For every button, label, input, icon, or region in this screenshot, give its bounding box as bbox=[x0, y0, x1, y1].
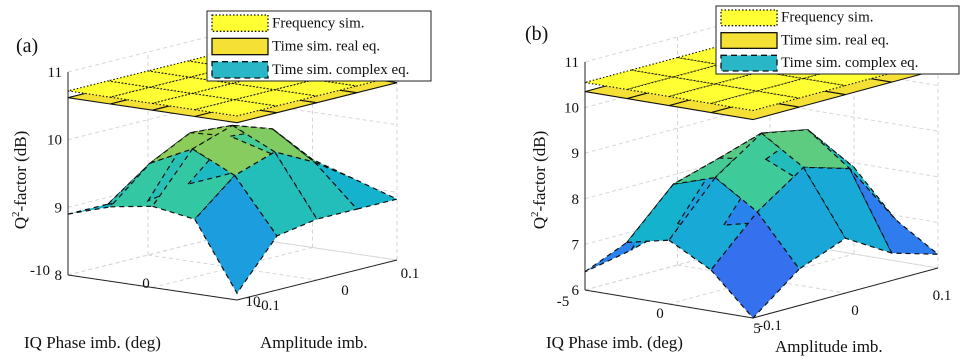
z-label-base: Q bbox=[530, 217, 549, 229]
z-tick-label: 11 bbox=[48, 65, 62, 81]
legend-swatch bbox=[211, 14, 269, 32]
y-tick-label: 0 bbox=[341, 283, 349, 299]
legend-entry: Frequency sim. bbox=[272, 15, 364, 31]
x-axis-line bbox=[67, 274, 238, 301]
plane-patch bbox=[234, 89, 318, 107]
plane-patch bbox=[110, 86, 193, 104]
y-axis-line bbox=[236, 259, 398, 301]
y-tick-label: -0.1 bbox=[758, 318, 782, 334]
plane-patch bbox=[668, 83, 758, 105]
legend-entry: Time sim. real eq. bbox=[781, 32, 889, 48]
surface-patch bbox=[802, 166, 893, 255]
surface-patch bbox=[314, 161, 399, 210]
surface-time-complex bbox=[584, 128, 940, 319]
z-axis-label: Q2-factor (dB) bbox=[10, 131, 30, 230]
x-tick-label: 5 bbox=[753, 321, 761, 337]
plane-patch bbox=[631, 56, 720, 78]
surface-patch bbox=[191, 124, 276, 177]
surface-patch bbox=[710, 210, 801, 319]
x-axis-label: IQ Phase imb. (deg) bbox=[24, 333, 161, 352]
legend-swatch bbox=[720, 54, 778, 72]
surface-patch bbox=[668, 176, 759, 271]
z-tick-label: 10 bbox=[564, 101, 579, 117]
legend-swatch bbox=[211, 61, 269, 79]
z-tick-label: 11 bbox=[565, 55, 579, 71]
z-tick-label: 8 bbox=[55, 268, 63, 284]
z-tick-label: 8 bbox=[572, 192, 580, 208]
z-tick-label: 7 bbox=[572, 237, 580, 253]
plane-patch bbox=[757, 77, 846, 99]
z-label-rest: -factor (dB) bbox=[11, 131, 30, 212]
plane-patch bbox=[67, 80, 151, 98]
plane-patch bbox=[192, 82, 275, 101]
z-axis-label: Q2-factor (dB) bbox=[529, 131, 549, 230]
z-tick-label: 10 bbox=[47, 133, 62, 149]
plane-patch bbox=[194, 99, 278, 117]
z-label-sup: 2 bbox=[10, 211, 22, 217]
legend-entry: Frequency sim. bbox=[781, 10, 873, 26]
x-tick-label: 0 bbox=[142, 276, 150, 292]
plane-patch bbox=[710, 90, 800, 112]
y-tick-label: 0.1 bbox=[401, 266, 420, 282]
gridline-floor-x bbox=[584, 239, 771, 291]
legend-swatch bbox=[720, 32, 778, 49]
surface-patch bbox=[849, 168, 940, 255]
legend-entry: Time sim. complex eq. bbox=[272, 62, 409, 78]
surface-patch bbox=[584, 183, 674, 273]
plane-patch bbox=[715, 70, 804, 92]
y-tick-label: 0.1 bbox=[933, 288, 952, 304]
axes-lines bbox=[67, 259, 398, 301]
legend: Frequency sim. Time sim. real eq. Time sim… bbox=[206, 10, 432, 82]
x-axis-line bbox=[584, 289, 754, 319]
x-tick-label: -5 bbox=[557, 294, 570, 310]
plane-patch bbox=[274, 79, 358, 97]
surface-time-complex bbox=[67, 124, 399, 295]
axes-lines bbox=[584, 267, 939, 319]
legend-entry: Time sim. real eq. bbox=[272, 39, 380, 55]
gridline-floor-x bbox=[668, 253, 855, 305]
panel-b: 6 7 8 9 10 11 -5 0 5-0.1 0 0.1 IQ Phase imb. (deg) A… bbox=[525, 5, 960, 356]
x-axis-label: IQ Phase imb. (deg) bbox=[546, 333, 683, 352]
panel-label: (a) bbox=[16, 35, 38, 57]
legend: Frequency sim. Time sim. real eq. Time sim… bbox=[715, 5, 960, 75]
y-axis-line bbox=[752, 267, 939, 319]
z-tick-label: 9 bbox=[55, 200, 63, 216]
z-label-base: Q bbox=[11, 217, 30, 229]
y-axis-label: Amplitude imb. bbox=[260, 333, 368, 352]
legend-swatch bbox=[211, 37, 269, 56]
legend-swatch bbox=[720, 9, 778, 27]
plane-patch bbox=[107, 70, 191, 88]
plane-patch bbox=[584, 69, 674, 91]
plane-patch bbox=[626, 76, 716, 98]
y-tick-label: -0.1 bbox=[256, 298, 280, 314]
plane-patch bbox=[152, 92, 235, 111]
y-tick-label: 0 bbox=[851, 303, 859, 319]
y-axis-label: Amplitude imb. bbox=[775, 337, 883, 356]
x-tick-label: 0 bbox=[656, 306, 664, 322]
panel-label: (b) bbox=[525, 23, 548, 45]
x-tick-label: -10 bbox=[30, 263, 50, 279]
z-tick-label: 9 bbox=[572, 146, 580, 162]
surface-patch bbox=[673, 132, 762, 185]
z-label-sup: 2 bbox=[529, 211, 541, 217]
z-tick-label: 6 bbox=[572, 283, 580, 299]
z-label-rest: -factor (dB) bbox=[530, 131, 549, 212]
legend-entry: Time sim. complex eq. bbox=[781, 55, 918, 71]
x-tick-label: 10 bbox=[246, 294, 261, 310]
